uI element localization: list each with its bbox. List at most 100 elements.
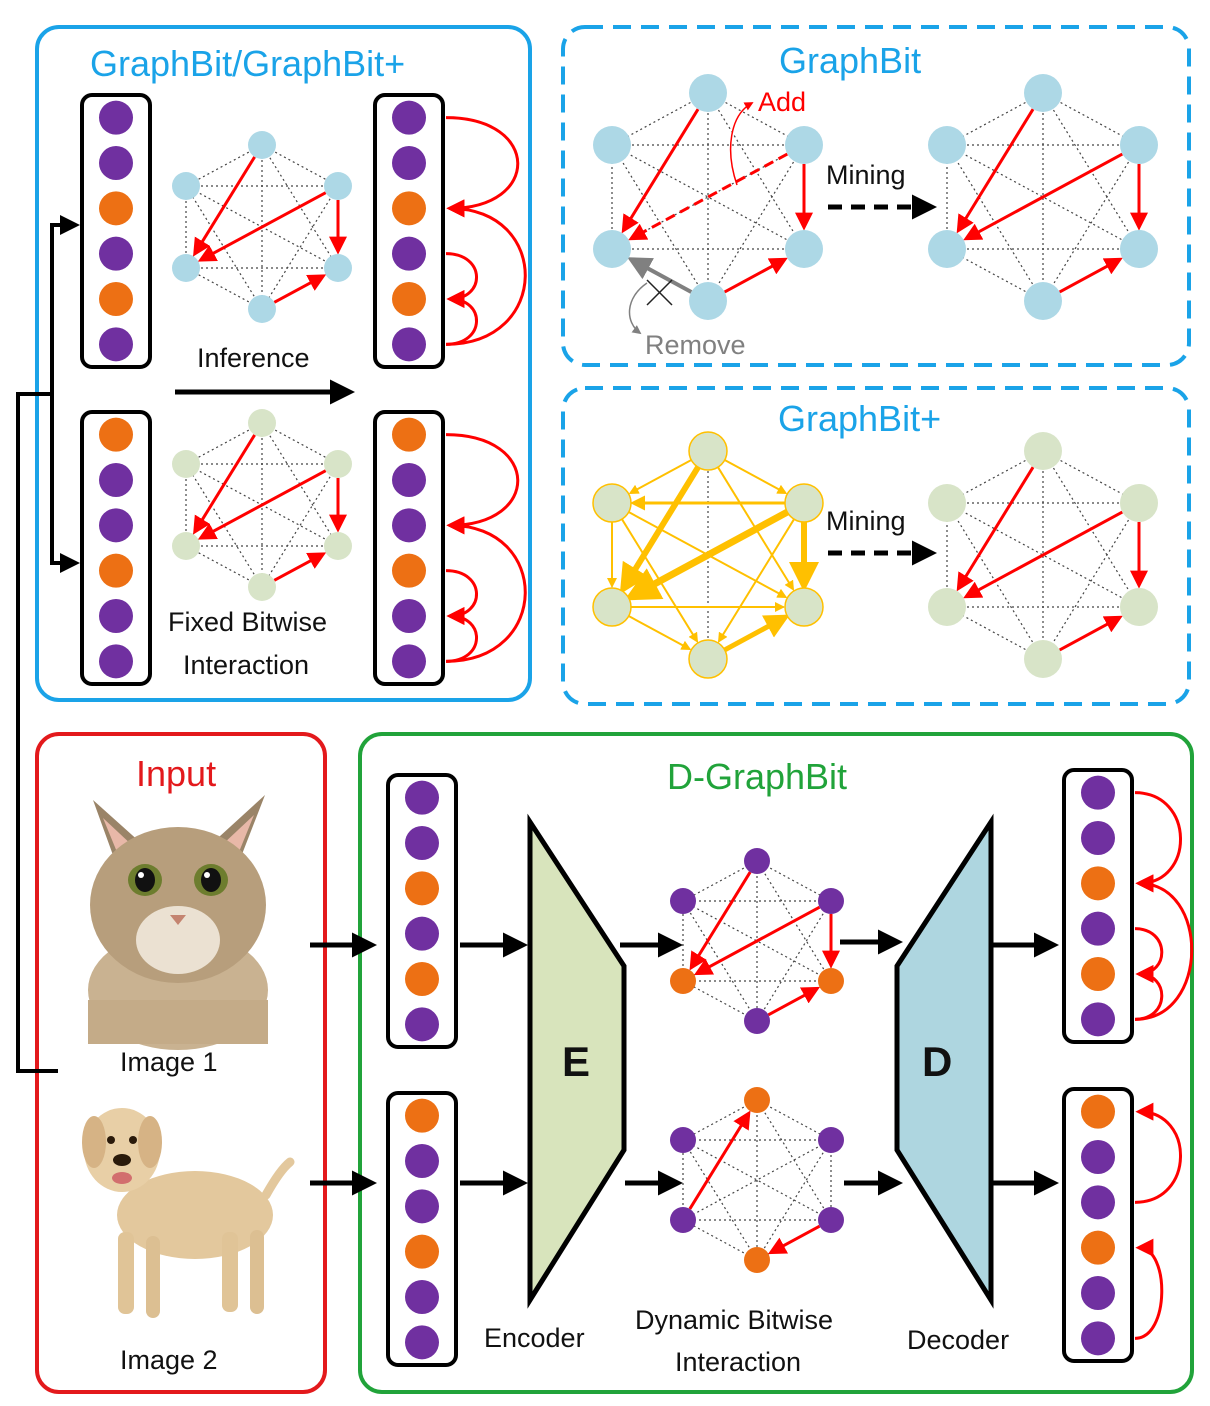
code-arc <box>1134 965 1164 1021</box>
graph-dg-bottom-edge <box>756 1099 832 1141</box>
graph-combo-top-node <box>172 172 200 200</box>
code-combo-bottom-left-bit <box>99 553 133 588</box>
graph-gbp-right-node <box>1120 484 1158 522</box>
graph-dg-top-edge <box>756 900 832 1022</box>
code-arc <box>445 433 520 535</box>
image1-label: Image 1 <box>120 1047 218 1077</box>
graph-gb-right-edge <box>946 144 1140 250</box>
graph-gbp-left-node <box>784 483 824 523</box>
graph-combo-top-edge <box>185 267 263 310</box>
code-dg-output-2-bit <box>1081 1140 1115 1174</box>
code-combo-top-right-bit <box>392 327 426 362</box>
inference-label: Inference <box>197 343 310 373</box>
code-combo-bottom-right-bit <box>392 417 426 452</box>
graph-gbp-left-weighted-edge <box>717 466 795 591</box>
graph-gbp-right-node <box>1120 588 1158 626</box>
code-arc <box>1134 1238 1164 1340</box>
graph-combo-bottom-edge <box>185 422 263 465</box>
graph-gb-left-red-edge <box>628 152 789 241</box>
graph-gb-left-edge <box>611 144 805 250</box>
graph-combo-top-node <box>172 254 200 282</box>
graph-combo-top-red-edge <box>197 191 327 262</box>
code-dg-output-1-frame <box>1062 768 1134 1044</box>
dog-photo <box>82 1108 295 1318</box>
graph-dg-bottom-edge <box>682 1139 832 1221</box>
code-dg-output-2-bit <box>1081 1276 1115 1310</box>
graph-dg-top-node <box>818 968 844 994</box>
graph-combo-bottom-edge <box>185 463 263 588</box>
code-combo-bottom-left-bit <box>99 599 133 633</box>
graph-dg-bottom-edge <box>682 1219 758 1261</box>
graph-dg-bottom-node <box>670 1127 696 1153</box>
graph-dg-bottom-red-edge <box>767 1224 821 1255</box>
graph-combo-top-node <box>324 172 352 200</box>
remove-indicator <box>628 282 648 335</box>
code-combo-top-left-bit <box>99 100 133 135</box>
graph-gbp-left-weighted-edge <box>628 615 692 650</box>
code-combo-bottom-right-bit <box>392 508 426 543</box>
graph-gb-right-red-edge <box>1058 257 1123 294</box>
graph-dg-top-node <box>818 888 844 914</box>
code-combo-top-right-bit <box>392 282 426 316</box>
code-dg-output-2-frame <box>1062 1087 1134 1363</box>
code-dg-output-1-bit <box>1081 911 1115 946</box>
graph-gb-left-node <box>785 230 823 268</box>
add-label: Add <box>758 87 807 117</box>
code-combo-bottom-left-bit <box>99 508 133 543</box>
code-combo-top-left-bit <box>99 282 133 316</box>
graph-dg-top-red-edge <box>689 871 752 971</box>
decoder-label: Decoder <box>907 1325 1010 1355</box>
code-combo-bottom-left-frame <box>80 410 152 686</box>
graph-combo-top-edge <box>261 144 339 269</box>
code-combo-bottom-left-bit <box>99 463 133 497</box>
graph-dg-bottom-edge <box>682 1139 758 1261</box>
panel-graphbit-combo <box>35 25 532 702</box>
graph-gbp-left-node <box>688 639 728 679</box>
graph-dg-top-edge <box>682 900 832 982</box>
code-arc <box>445 516 527 663</box>
graph-combo-top-node <box>324 254 352 282</box>
graph-gbp-right-node <box>1024 640 1062 678</box>
encoder-block <box>527 813 627 1309</box>
code-dg-input-1-bit <box>405 1007 439 1042</box>
graph-combo-bottom-red-edge <box>273 552 327 582</box>
graph-gb-left-edge <box>707 144 805 302</box>
code-combo-top-left-frame <box>80 93 152 369</box>
fixed-interaction-label-2: Interaction <box>183 650 310 680</box>
graph-dg-bottom-edge <box>756 1099 832 1221</box>
graph-combo-top-red-edge <box>193 156 256 257</box>
graphbit-plus-panel-title: GraphBit+ <box>778 398 942 439</box>
graph-combo-bottom-edge <box>261 422 339 465</box>
code-arc <box>445 607 478 663</box>
graph-gb-left-node <box>689 74 727 112</box>
code-arc <box>445 199 527 346</box>
graph-gb-right-node <box>928 126 966 164</box>
code-combo-bottom-right-bit <box>392 463 426 497</box>
panel-input <box>35 732 327 1394</box>
graph-combo-top-node <box>248 131 276 159</box>
code-combo-bottom-right-bit <box>392 599 426 633</box>
decoder-letter: D <box>922 1038 953 1085</box>
graph-gb-left-node <box>593 126 631 164</box>
graph-gbp-left-weighted-edge <box>717 518 795 643</box>
graph-gbp-left-weighted-edge <box>628 459 692 494</box>
code-arc <box>445 252 478 308</box>
code-combo-top-left-bit <box>99 327 133 362</box>
add-indicator <box>730 102 754 186</box>
combo-panel-title: GraphBit/GraphBit+ <box>90 43 406 84</box>
graph-gb-right-node <box>1024 282 1062 320</box>
graph-gb-right-edge <box>1042 144 1140 302</box>
code-dg-output-1-bit <box>1081 821 1115 855</box>
graph-combo-bottom-edge <box>261 422 339 547</box>
graph-gb-right-node <box>928 230 966 268</box>
graph-dg-top-edge <box>682 980 758 1022</box>
panel-dgraphbit <box>358 732 1194 1394</box>
graph-dg-top-edge <box>756 860 832 902</box>
dynamic-layer <box>80 74 1194 1367</box>
code-combo-top-right-frame <box>373 93 445 369</box>
code-combo-top-left-bit <box>99 191 133 226</box>
graph-combo-top-edge <box>185 144 263 187</box>
graph-gb-right-node <box>1120 230 1158 268</box>
code-combo-top-right-bit <box>392 191 426 226</box>
